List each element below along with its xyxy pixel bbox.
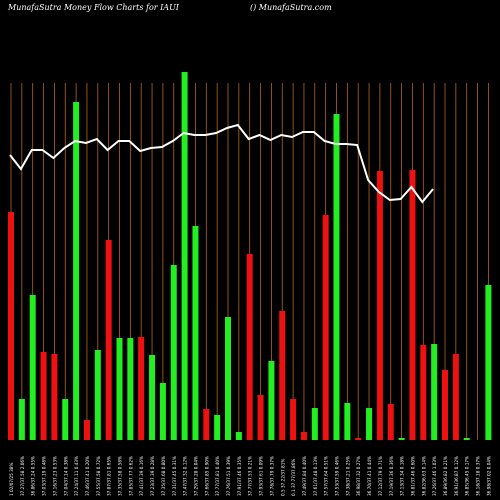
bar	[409, 170, 416, 440]
bar	[29, 295, 36, 440]
bar	[138, 337, 145, 440]
x-tick-label: 37.03/37.19 0.48%	[42, 456, 47, 496]
x-tick-label: 37.76/37.51 0.39%	[226, 456, 231, 496]
x-tick-label: 37.35/37.58 0.58%	[118, 456, 123, 496]
x-tick-label: 37.87/37.81 0.65%	[107, 456, 112, 496]
bar	[116, 338, 123, 440]
x-tick-label: 36.81/37.46 0.60%	[410, 456, 415, 496]
x-tick-label: 37.47/37.32 0.12%	[183, 456, 188, 496]
x-tick-label: 37.35/37.68 0.80%	[161, 456, 166, 496]
x-tick-label: 37.78/37.79 0.37%	[269, 456, 274, 496]
x-tick-label: 37.41/37.39 0.16%	[139, 456, 144, 496]
x-tick-label: 36.82/36.63 0.14%	[421, 456, 426, 496]
x-tick-label: 37.38/37.21 0.25%	[345, 456, 350, 496]
x-tick-label: 36.85/36.45 0.17%	[465, 456, 470, 496]
bar	[279, 311, 286, 440]
bar	[40, 352, 47, 440]
x-tick-label: 37.66/37.85 0.90%	[204, 456, 209, 496]
x-tick-label: 37.31/37.45 0.31%	[172, 456, 177, 496]
x-tick-label: 37.57/37.64 0.51%	[324, 456, 329, 496]
x-tick-label: 37.13/37.34 0.18%	[400, 456, 405, 496]
bar	[170, 265, 177, 440]
x-tick-label: 36.18/37.18 0.37%	[476, 456, 481, 496]
x-tick-label: 37.29/37.28 0.04%	[193, 456, 198, 496]
x-tick-label: 37.46/37.41 0.20%	[85, 456, 90, 496]
x-tick-label: 36.98/37.32 0.27%	[356, 456, 361, 496]
bar	[105, 240, 112, 440]
bar	[94, 350, 101, 440]
bar	[62, 399, 69, 440]
bar	[268, 361, 275, 440]
x-tick-label: 37.93/37.61 0.09%	[259, 456, 264, 496]
x-tick-label: 37.04/37.14 0.38%	[63, 456, 68, 496]
x-tick-label: 37.12/37.79 0.71%	[378, 456, 383, 496]
bar	[431, 344, 438, 440]
x-tick-label: 36.70/37.41 0.44%	[367, 456, 372, 496]
chart-site-credit: () MunafaSutra.com	[250, 3, 332, 12]
bar	[127, 338, 134, 440]
bar	[387, 404, 394, 440]
bar	[290, 399, 297, 440]
x-tick-label: 36.86/37.24 0.55%	[31, 456, 36, 496]
bar	[344, 403, 351, 440]
x-tick-label: 36.89/36.82 0.21%	[443, 456, 448, 496]
chart-title: MunafaSutra Money Flow Charts for IAUI	[8, 3, 179, 12]
bar	[420, 345, 427, 440]
bar	[398, 438, 405, 440]
x-tick-label: 0.5 37.22/37.81%	[280, 459, 285, 496]
x-tick-label: 37.91/37.46 0.35%	[237, 456, 242, 496]
bar	[452, 354, 459, 440]
bar	[83, 420, 90, 440]
bar	[366, 408, 373, 440]
x-tick-label: 37.27/37.58 2.06%	[20, 456, 25, 496]
bar	[192, 226, 199, 440]
money-flow-line	[9, 123, 434, 204]
x-tick-label: 0.1 37.77/37.86%	[291, 459, 296, 496]
bar	[149, 355, 156, 440]
bar	[225, 317, 231, 440]
x-tick-label: 37.23/37.39 0.28%	[150, 456, 155, 496]
bar	[485, 285, 492, 440]
bar	[355, 438, 362, 440]
bar	[181, 72, 188, 440]
x-tick-label: 37.77/37.53 0.21%	[248, 456, 253, 496]
x-tick-label: 37.53/37.59 0.46%	[335, 456, 340, 496]
bar	[333, 114, 340, 440]
bar	[8, 212, 14, 440]
x-tick-label: 36.91/36.87 0.12%	[454, 456, 459, 496]
bar	[235, 432, 242, 440]
bar	[51, 354, 58, 440]
x-tick-label: 37.77/37.81 0.40%	[215, 456, 220, 496]
x-tick-label: 37.61/37.48 0.13%	[313, 456, 318, 496]
bar	[73, 102, 80, 440]
bar	[442, 370, 448, 440]
x-tick-label: 36.98/37.02 0.04%	[486, 456, 491, 496]
bar	[203, 409, 210, 440]
bar	[214, 415, 221, 440]
bar	[246, 254, 253, 440]
x-tick-label: 37.19/37.36 0.36%	[389, 456, 394, 496]
bar	[311, 408, 318, 440]
bar	[463, 438, 470, 440]
x-tick-label: 37.16/37.23 0.53%	[52, 456, 57, 496]
bar	[376, 171, 383, 440]
x-tick-label: 37.49/37.84 0.40%	[302, 456, 307, 496]
bar	[18, 399, 25, 440]
x-tick-label: 37.24/37.11 0.43%	[74, 456, 79, 496]
x-tick-label: 37.55/37.58 0.72%	[96, 456, 101, 496]
bar	[159, 383, 166, 440]
x-tick-label: 37.26/37.46 1.03%	[432, 456, 437, 496]
x-tick-label: 1 02/07/25 38%	[9, 463, 14, 496]
bar	[322, 215, 329, 440]
bar	[300, 432, 307, 440]
x-tick-label: 37.85/37.77 0.62%	[128, 456, 133, 496]
bar	[257, 395, 264, 440]
